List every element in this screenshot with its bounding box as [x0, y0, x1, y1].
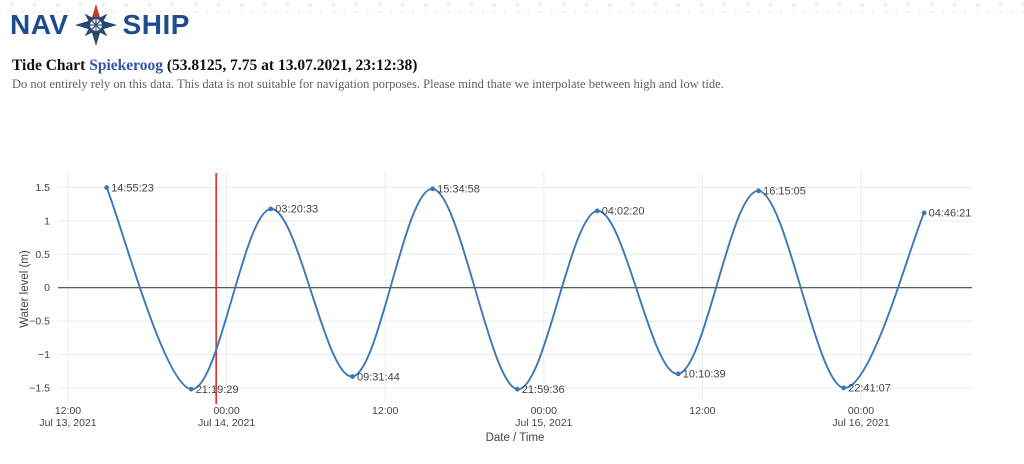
tide-extreme-marker[interactable]	[350, 374, 355, 379]
y-tick-label: −0.5	[29, 316, 50, 328]
logo-text-ship: SHIP	[122, 9, 190, 40]
tide-extreme-marker[interactable]	[268, 206, 274, 212]
disclaimer-text: Do not entirely rely on this data. This …	[12, 77, 724, 91]
title-details: (53.8125, 7.75 at 13.07.2021, 23:12:38)	[166, 57, 418, 74]
tide-extreme-marker[interactable]	[756, 188, 761, 194]
tide-curve	[105, 186, 926, 391]
tide-extreme-marker[interactable]	[188, 386, 194, 392]
x-tick-label: 00:00	[531, 405, 557, 417]
tide-extreme-time-label: 21:19:29	[196, 384, 239, 396]
y-tick-label: 0.5	[35, 249, 50, 261]
x-tick-label: 00:00	[848, 405, 874, 417]
logo-text-nav: NAV	[10, 9, 69, 40]
y-tick-label: 0	[44, 282, 50, 294]
tide-extreme-time-label: 09:31:44	[357, 371, 400, 383]
tide-extreme-marker[interactable]	[104, 185, 109, 190]
tide-chart: 14:55:23 21:19:29 03:20:33 09:31:44 15:34:58…	[19, 172, 972, 444]
title-prefix: Tide Chart	[12, 57, 86, 74]
x-tick-label: 00:00	[213, 405, 239, 417]
tide-extreme-time-label: 14:55:23	[111, 182, 154, 194]
tide-extreme-time-label: 04:46:21	[929, 208, 972, 220]
x-tick-label: 12:00	[372, 405, 398, 417]
page-title: Tide Chart Spiekeroog (53.8125, 7.75 at …	[12, 57, 417, 75]
tide-extreme-time-label: 22:41:07	[848, 383, 891, 395]
x-tick-date-label: Jul 16, 2021	[832, 417, 889, 429]
tide-extreme-time-label: 10:10:39	[683, 369, 726, 381]
tide-extreme-time-label: 21:59:36	[522, 384, 565, 396]
x-tick-date-label: Jul 15, 2021	[515, 417, 572, 429]
tide-extreme-marker[interactable]	[594, 208, 600, 214]
tide-extreme-time-label: 03:20:33	[275, 204, 318, 216]
x-axis-title: Date / Time	[486, 432, 545, 444]
header-background-pattern	[0, 0, 1024, 13]
tide-extreme-marker[interactable]	[921, 210, 927, 216]
location-link[interactable]: Spiekeroog	[89, 57, 164, 74]
navship-logo[interactable]: NAV SHIP	[10, 3, 190, 47]
tide-extreme-marker[interactable]	[841, 385, 846, 391]
y-tick-label: −1.5	[29, 382, 50, 394]
x-tick-date-label: Jul 13, 2021	[39, 417, 96, 429]
tide-extreme-time-label: 15:34:58	[437, 184, 480, 196]
y-tick-label: 1	[44, 215, 50, 227]
x-tick-label: 12:00	[55, 405, 81, 417]
tide-extreme-marker[interactable]	[430, 186, 435, 192]
x-tick-label: 12:00	[689, 405, 715, 417]
tide-extreme-marker[interactable]	[514, 386, 520, 392]
x-tick-date-label: Jul 14, 2021	[198, 417, 255, 429]
tide-extreme-time-label: 16:15:05	[763, 186, 806, 198]
tide-extreme-marker[interactable]	[675, 371, 681, 377]
tide-extreme-time-label: 04:02:20	[602, 206, 645, 218]
y-axis-title: Water level (m)	[19, 250, 31, 328]
y-tick-label: −1	[38, 349, 50, 361]
compass-rose-icon	[74, 3, 118, 47]
y-tick-label: 1.5	[35, 182, 50, 194]
